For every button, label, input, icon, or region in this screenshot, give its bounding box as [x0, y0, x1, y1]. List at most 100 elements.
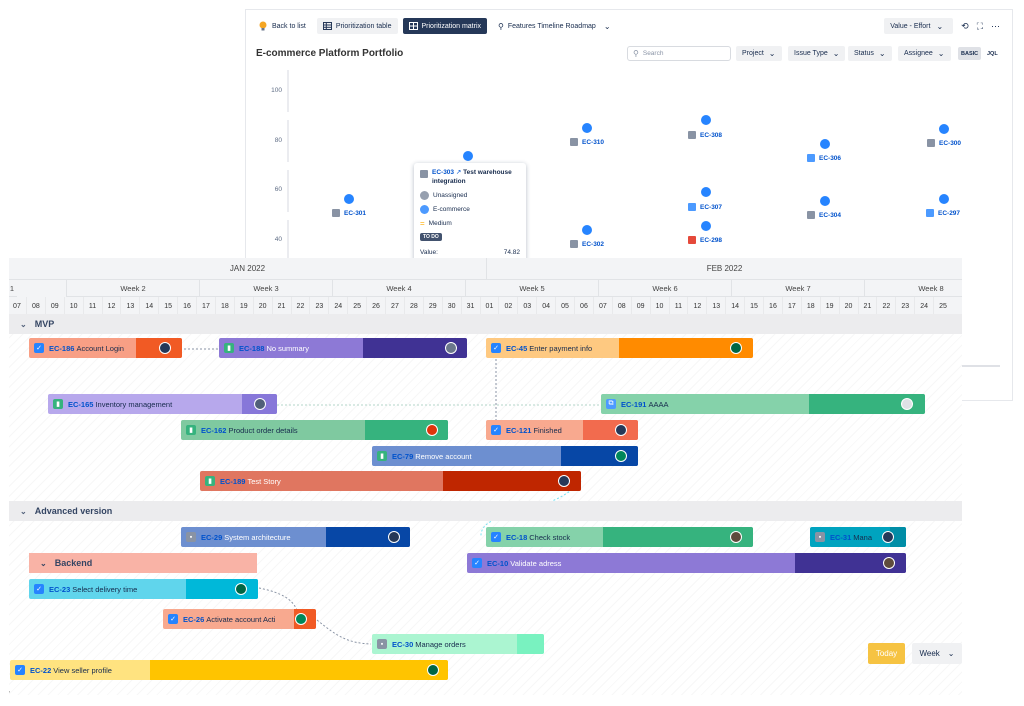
timeline-bar[interactable]: ▮ EC-162 Product order details: [181, 420, 448, 440]
refresh-icon[interactable]: ⟲: [961, 20, 969, 31]
mode-basic[interactable]: BASIC: [958, 47, 982, 60]
bar-key[interactable]: EC-23: [49, 584, 71, 594]
point-label[interactable]: EC-310: [570, 138, 604, 146]
point-label[interactable]: EC-298: [688, 236, 722, 244]
timeline-bar[interactable]: ▪ EC-31 Mana: [810, 527, 906, 547]
bar-progress: [809, 394, 925, 414]
matrix-point[interactable]: [582, 123, 592, 133]
fullscreen-icon[interactable]: ⛶: [976, 20, 983, 31]
day-cell: 06: [574, 297, 593, 316]
matrix-point[interactable]: [582, 225, 592, 235]
filter-project[interactable]: Project ⌄: [736, 46, 782, 61]
point-label[interactable]: EC-304: [807, 211, 841, 219]
popup-value: 74.82: [503, 249, 520, 256]
timeline-bar[interactable]: ▮ EC-189 Test Story: [200, 471, 581, 491]
bar-title: Manage orders: [415, 639, 466, 649]
matrix-point[interactable]: [701, 187, 711, 197]
bar-key[interactable]: EC-189: [220, 476, 246, 486]
tab-prioritization-table[interactable]: Prioritization table: [316, 18, 398, 34]
scale-select[interactable]: Week ⌄: [912, 643, 962, 664]
timeline-bar[interactable]: ✓ EC-186 Account Login: [29, 338, 182, 358]
matrix-point[interactable]: [939, 124, 949, 134]
day-cell: 24: [328, 297, 347, 316]
back-to-list-button[interactable]: Back to list: [252, 18, 312, 34]
bar-key[interactable]: EC-30: [392, 639, 414, 649]
today-button[interactable]: Today: [868, 643, 905, 664]
bar-key[interactable]: EC-29: [201, 532, 223, 542]
filter-assignee[interactable]: Assignee ⌄: [898, 46, 951, 61]
popup-key[interactable]: EC-303: [432, 169, 455, 176]
timeline-bar[interactable]: ✓ EC-22 View seller profile: [10, 660, 448, 680]
timeline-bar[interactable]: ▪ EC-30 Manage orders: [372, 634, 544, 654]
matrix-point[interactable]: [701, 115, 711, 125]
bar-key[interactable]: EC-121: [506, 425, 532, 435]
chevron-down-icon: ⌄: [20, 319, 27, 329]
timeline-bar[interactable]: ▮ EC-165 Inventory management: [48, 394, 277, 414]
point-label[interactable]: EC-307: [688, 203, 722, 211]
view-select[interactable]: Value - Effort ⌄: [884, 18, 954, 34]
bar-key[interactable]: EC-162: [201, 425, 227, 435]
matrix-point[interactable]: [344, 194, 354, 204]
bar-key[interactable]: EC-188: [239, 343, 265, 353]
bar-key[interactable]: EC-186: [49, 343, 75, 353]
timeline-bar[interactable]: ✓ EC-23 Select delivery time: [29, 579, 258, 599]
bar-key[interactable]: EC-10: [487, 558, 509, 568]
filter-issue-type[interactable]: Issue Type ⌄: [788, 46, 846, 61]
timeline-bar[interactable]: ⧉ EC-191 AAAA: [601, 394, 925, 414]
bar-key[interactable]: EC-26: [183, 614, 205, 624]
month-jan: JAN 2022: [9, 258, 486, 280]
bar-key[interactable]: EC-45: [506, 343, 528, 353]
day-cell: 14: [139, 297, 158, 316]
task-check-icon: ✓: [168, 614, 178, 624]
point-label[interactable]: EC-306: [807, 154, 841, 162]
month-feb: FEB 2022: [486, 258, 962, 280]
popup-status-row: TO DO: [420, 233, 520, 241]
day-cell: 11: [82, 297, 102, 316]
popup-title-line1: Test warehouse: [463, 169, 512, 176]
timeline-bar[interactable]: ✓ EC-18 Check stock: [486, 527, 753, 547]
tab-prioritization-matrix[interactable]: Prioritization matrix: [402, 18, 488, 34]
timeline-bar[interactable]: ✓ EC-26 Activate account Acti: [163, 609, 316, 629]
timeline-bar[interactable]: ▪ EC-29 System architecture: [181, 527, 410, 547]
day-cell: 01: [479, 297, 499, 316]
bar-key[interactable]: EC-31: [830, 532, 852, 542]
chevron-down-icon: ⌄: [947, 649, 955, 658]
axis-segment: [287, 170, 289, 212]
more-icon[interactable]: ⋯: [991, 20, 1000, 31]
subgroup-backend[interactable]: ⌄ Backend: [29, 553, 257, 573]
issue-popup-card[interactable]: EC-303 ↗ Test warehouse integration Unass…: [414, 163, 526, 263]
point-label[interactable]: EC-297: [926, 209, 960, 217]
bar-title: Select delivery time: [72, 584, 138, 594]
search-input[interactable]: ⚲ Search: [627, 46, 731, 61]
view-select-value: Value - Effort: [890, 22, 931, 30]
filter-status[interactable]: Status ⌄: [848, 46, 892, 61]
bar-key[interactable]: EC-165: [68, 399, 94, 409]
bar-key[interactable]: EC-18: [506, 532, 528, 542]
group-advanced-version[interactable]: ⌄ Advanced version: [9, 501, 962, 521]
point-label[interactable]: EC-301: [332, 209, 366, 217]
axis-segment: [287, 120, 289, 162]
matrix-point[interactable]: [463, 151, 473, 161]
point-label[interactable]: EC-308: [688, 131, 722, 139]
bar-key[interactable]: EC-22: [30, 665, 52, 675]
timeline-bar[interactable]: ✓ EC-45 Enter payment info: [486, 338, 753, 358]
matrix-point[interactable]: [939, 194, 949, 204]
point-label[interactable]: EC-300: [927, 139, 961, 147]
bar-key[interactable]: EC-191: [621, 399, 647, 409]
day-cell: 10: [63, 297, 83, 316]
timeline-bar[interactable]: ✓ EC-10 Validate adress: [467, 553, 906, 573]
mode-jql[interactable]: JQL: [987, 50, 998, 57]
matrix-point[interactable]: [820, 196, 830, 206]
bar-key[interactable]: EC-79: [392, 451, 414, 461]
tab-features-timeline-roadmap[interactable]: ⚲ Features Timeline Roadmap ⌄: [492, 18, 621, 34]
matrix-point[interactable]: [820, 139, 830, 149]
timeline-bar[interactable]: ▮ EC-79 Remove account: [372, 446, 638, 466]
week-prefix: 1: [9, 280, 17, 297]
day-cell: 19: [233, 297, 253, 316]
timeline-bar[interactable]: ▮ EC-188 No summary: [219, 338, 467, 358]
timeline-bar[interactable]: ✓ EC-121 Finished: [486, 420, 638, 440]
matrix-point[interactable]: [701, 221, 711, 231]
group-mvp[interactable]: ⌄ MVP: [9, 314, 962, 334]
story-icon: ▮: [377, 451, 387, 461]
point-label[interactable]: EC-302: [570, 240, 604, 248]
